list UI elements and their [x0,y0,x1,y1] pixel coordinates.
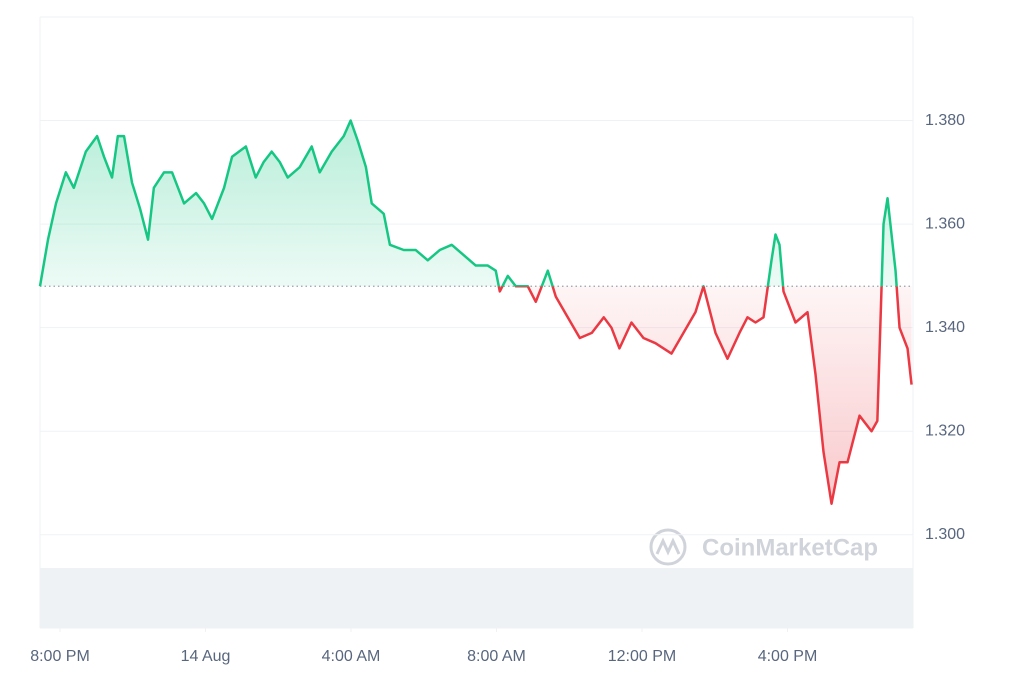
y-tick-label: 1.380 [925,112,965,129]
watermark-logo-mark [655,537,681,556]
area [40,120,912,504]
price-line [38,119,913,505]
watermark-logo [649,528,687,566]
x-tick-label: 8:00 PM [30,648,90,665]
volume-band [40,568,913,628]
watermark: CoinMarketCap [649,528,878,566]
x-tick-label: 4:00 AM [322,648,381,665]
y-tick-label: 1.360 [925,215,965,232]
x-tick-label: 4:00 PM [758,648,818,665]
x-tick-label: 8:00 AM [467,648,526,665]
y-tick-label: 1.320 [925,422,965,439]
x-tick-label: 12:00 PM [608,648,676,665]
watermark-text: CoinMarketCap [702,534,878,561]
y-tick-label: 1.300 [925,526,965,543]
y-tick-label: 1.340 [925,319,965,336]
x-tick-label: 14 Aug [181,648,231,665]
